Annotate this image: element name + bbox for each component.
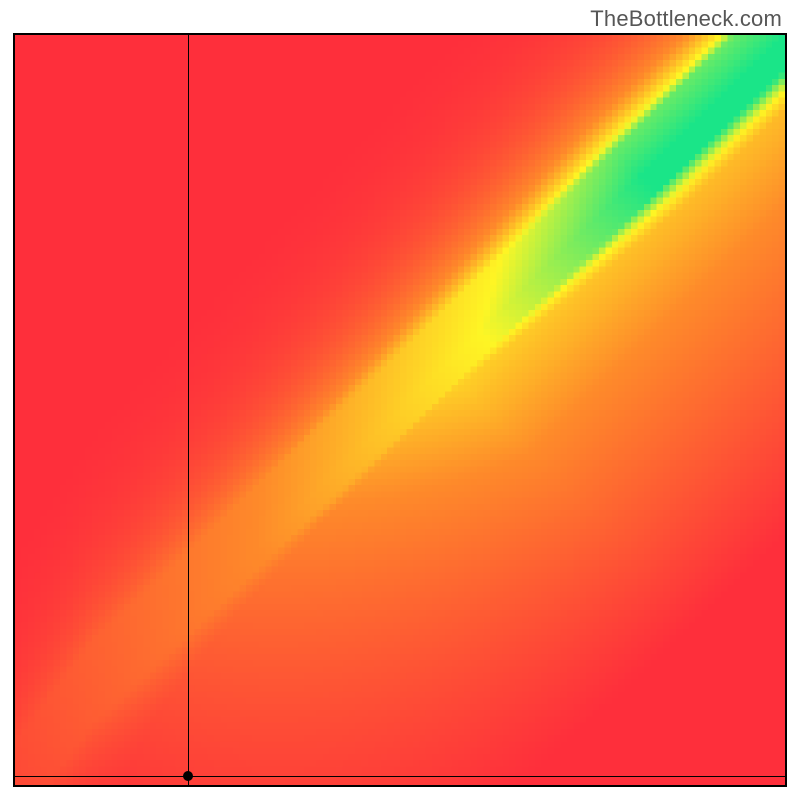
plot-area: [15, 35, 785, 785]
chart-container: TheBottleneck.com: [0, 0, 800, 800]
crosshair-horizontal: [15, 776, 785, 777]
crosshair-vertical: [188, 35, 189, 785]
heatmap-canvas: [15, 35, 785, 785]
watermark-text: TheBottleneck.com: [590, 6, 782, 32]
plot-frame: [13, 33, 787, 787]
